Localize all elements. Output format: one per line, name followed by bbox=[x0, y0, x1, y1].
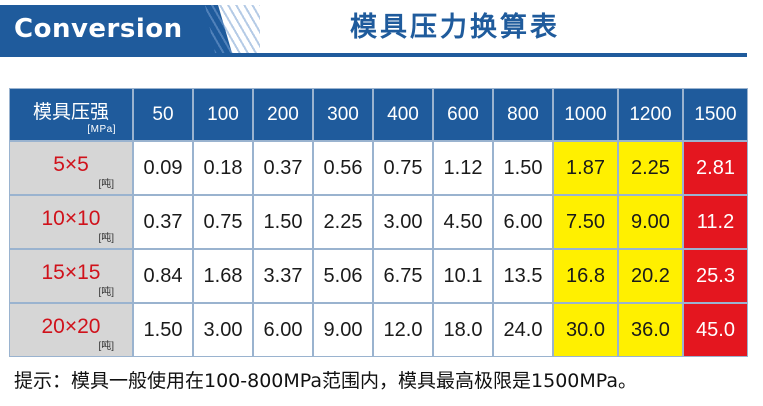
table-cell-highlight: 20.2 bbox=[618, 250, 682, 302]
table-cell: 24.0 bbox=[494, 304, 552, 356]
table-header-row: 模具压强 [MPa] 50 100 200 300 400 600 800 10… bbox=[10, 89, 747, 140]
column-header: 50 bbox=[134, 89, 192, 140]
table-cell: 0.37 bbox=[134, 196, 192, 248]
row-header: 10×10 [吨] bbox=[10, 196, 132, 248]
pressure-conversion-table: 模具压强 [MPa] 50 100 200 300 400 600 800 10… bbox=[8, 87, 749, 358]
column-header: 100 bbox=[194, 89, 252, 140]
row-header: 5×5 [吨] bbox=[10, 142, 132, 194]
column-header: 800 bbox=[494, 89, 552, 140]
row-size: 5×5 bbox=[53, 153, 89, 176]
row-unit: [吨] bbox=[98, 287, 114, 298]
table-cell: 9.00 bbox=[314, 304, 372, 356]
column-header: 600 bbox=[434, 89, 492, 140]
table-cell: 0.37 bbox=[254, 142, 312, 194]
table-cell: 3.37 bbox=[254, 250, 312, 302]
corner-header: 模具压强 [MPa] bbox=[10, 89, 132, 140]
row-header: 15×15 [吨] bbox=[10, 250, 132, 302]
table-cell: 1.12 bbox=[434, 142, 492, 194]
table-cell-highlight: 16.8 bbox=[554, 250, 617, 302]
table-cell-highlight: 1.87 bbox=[554, 142, 617, 194]
table-cell: 0.18 bbox=[194, 142, 252, 194]
table-cell-limit: 2.81 bbox=[683, 142, 747, 194]
table-cell: 6.00 bbox=[494, 196, 552, 248]
column-header: 1500 bbox=[683, 89, 747, 140]
column-header: 200 bbox=[254, 89, 312, 140]
row-unit: [吨] bbox=[98, 179, 114, 190]
page-title: 模具压力换算表 bbox=[350, 12, 560, 43]
table-cell: 6.00 bbox=[254, 304, 312, 356]
table-cell-highlight: 36.0 bbox=[618, 304, 682, 356]
column-header: 1000 bbox=[554, 89, 617, 140]
table-cell: 18.0 bbox=[434, 304, 492, 356]
table-cell: 12.0 bbox=[374, 304, 432, 356]
table-cell: 4.50 bbox=[434, 196, 492, 248]
row-size: 10×10 bbox=[41, 207, 101, 230]
english-title: Conversion bbox=[14, 14, 183, 44]
usage-note: 提示：模具一般使用在100-800MPa范围内，模具最高极限是1500MPa。 bbox=[14, 370, 638, 392]
table-cell: 3.00 bbox=[194, 304, 252, 356]
row-size: 20×20 bbox=[41, 315, 101, 338]
table-cell: 1.50 bbox=[254, 196, 312, 248]
row-size: 15×15 bbox=[41, 261, 101, 284]
corner-unit: [MPa] bbox=[87, 124, 116, 135]
row-unit: [吨] bbox=[98, 233, 114, 244]
table-cell-limit: 25.3 bbox=[683, 250, 747, 302]
table-cell: 10.1 bbox=[434, 250, 492, 302]
table-cell: 0.75 bbox=[194, 196, 252, 248]
table-cell: 1.68 bbox=[194, 250, 252, 302]
table-row: 5×5 [吨] 0.09 0.18 0.37 0.56 0.75 1.12 1.… bbox=[10, 142, 747, 194]
column-header: 1200 bbox=[618, 89, 682, 140]
title-tab-stripes bbox=[205, 5, 260, 53]
table-cell: 1.50 bbox=[494, 142, 552, 194]
table-row: 15×15 [吨] 0.84 1.68 3.37 5.06 6.75 10.1 … bbox=[10, 250, 747, 302]
table-cell-highlight: 9.00 bbox=[618, 196, 682, 248]
table-cell: 1.50 bbox=[134, 304, 192, 356]
table-cell-limit: 11.2 bbox=[683, 196, 747, 248]
table-cell: 0.84 bbox=[134, 250, 192, 302]
table-cell: 0.09 bbox=[134, 142, 192, 194]
column-header: 400 bbox=[374, 89, 432, 140]
column-header: 300 bbox=[314, 89, 372, 140]
row-header: 20×20 [吨] bbox=[10, 304, 132, 356]
title-tab-background bbox=[0, 5, 232, 53]
row-unit: [吨] bbox=[98, 341, 114, 352]
table-cell: 0.56 bbox=[314, 142, 372, 194]
table-cell: 2.25 bbox=[314, 196, 372, 248]
table-cell: 13.5 bbox=[494, 250, 552, 302]
table-cell-highlight: 30.0 bbox=[554, 304, 617, 356]
header-banner: Conversion 模具压力换算表 bbox=[0, 0, 763, 60]
corner-label: 模具压强 bbox=[32, 102, 109, 123]
table-cell: 3.00 bbox=[374, 196, 432, 248]
table-cell-highlight: 2.25 bbox=[618, 142, 682, 194]
table-cell-limit: 45.0 bbox=[683, 304, 747, 356]
table-cell: 5.06 bbox=[314, 250, 372, 302]
table-row: 10×10 [吨] 0.37 0.75 1.50 2.25 3.00 4.50 … bbox=[10, 196, 747, 248]
table-cell: 0.75 bbox=[374, 142, 432, 194]
pressure-table-frame: 模具压强 [MPa] 50 100 200 300 400 600 800 10… bbox=[9, 88, 748, 357]
table-cell-highlight: 7.50 bbox=[554, 196, 617, 248]
table-row: 20×20 [吨] 1.50 3.00 6.00 9.00 12.0 18.0 … bbox=[10, 304, 747, 356]
header-divider bbox=[0, 53, 747, 57]
table-cell: 6.75 bbox=[374, 250, 432, 302]
